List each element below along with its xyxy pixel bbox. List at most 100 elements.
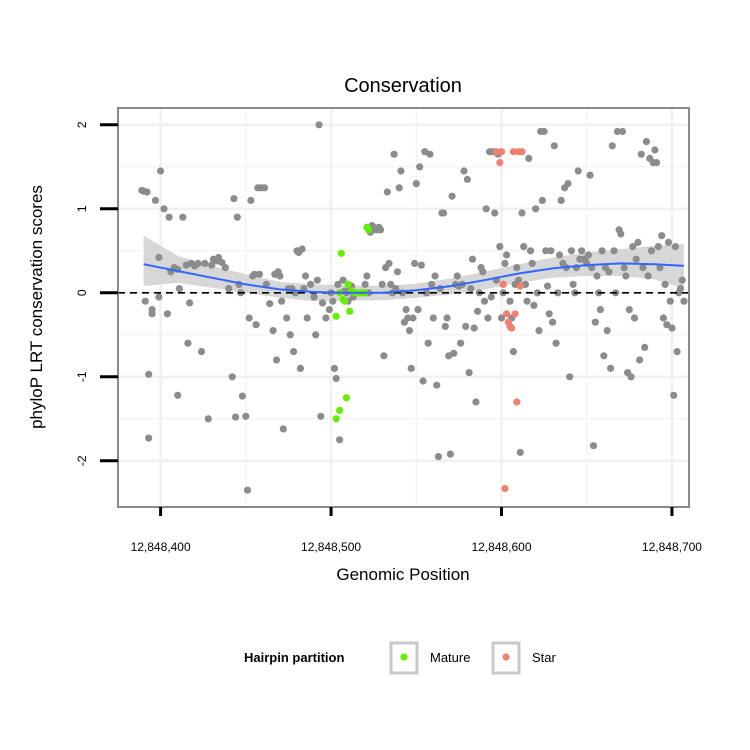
point-other	[554, 289, 562, 297]
point-other	[567, 247, 576, 255]
point-other	[453, 272, 461, 280]
point-other	[329, 297, 337, 305]
point-other	[450, 349, 458, 357]
point-other	[157, 167, 165, 175]
point-other	[407, 364, 415, 372]
point-other	[613, 127, 622, 136]
point-other	[155, 253, 163, 262]
point-other	[363, 272, 371, 280]
legend-label-mature: Mature	[430, 650, 470, 665]
point-other	[385, 259, 393, 267]
point-other	[412, 180, 420, 188]
point-other	[303, 314, 311, 322]
point-star	[513, 398, 521, 406]
point-mature	[342, 394, 350, 402]
point-other	[457, 339, 465, 347]
point-other	[462, 322, 470, 330]
point-other	[233, 213, 241, 221]
point-other	[639, 264, 647, 272]
point-other	[603, 327, 611, 335]
point-other	[290, 348, 298, 356]
point-other	[283, 314, 291, 322]
point-other	[659, 314, 668, 322]
point-other	[141, 297, 149, 305]
point-other	[440, 209, 448, 217]
point-other	[680, 297, 688, 305]
point-other	[380, 352, 388, 360]
point-other	[417, 261, 425, 269]
point-other	[586, 171, 594, 179]
point-other	[663, 321, 671, 329]
point-other	[654, 243, 662, 251]
smooth-trend-line	[143, 262, 684, 294]
point-other	[532, 205, 540, 213]
point-other	[376, 226, 385, 234]
point-other	[174, 391, 182, 399]
point-other	[671, 243, 680, 251]
point-other	[298, 245, 306, 253]
point-other	[416, 163, 424, 171]
point-other	[637, 150, 645, 158]
point-other	[555, 251, 564, 259]
point-mature	[337, 249, 345, 257]
point-other	[629, 243, 637, 251]
point-other	[591, 318, 599, 326]
point-other	[596, 306, 605, 314]
point-other	[545, 310, 553, 318]
point-other	[221, 264, 229, 272]
point-other	[468, 255, 477, 263]
point-other	[163, 310, 171, 318]
point-other	[540, 127, 548, 136]
point-other	[569, 280, 577, 288]
point-other	[516, 448, 524, 456]
point-other	[479, 268, 487, 276]
point-other	[395, 184, 403, 192]
legend: Hairpin partition Mature Star	[244, 641, 557, 675]
point-other	[642, 138, 651, 146]
legend-key-mature	[389, 641, 419, 675]
point-other	[644, 272, 652, 280]
point-other	[533, 289, 541, 297]
legend-title: Hairpin partition	[244, 650, 344, 665]
point-other	[145, 370, 153, 378]
point-other	[414, 306, 422, 314]
point-other	[228, 373, 236, 381]
point-star	[516, 282, 524, 290]
point-other	[411, 259, 419, 267]
point-other	[197, 348, 206, 356]
point-other	[409, 314, 417, 322]
point-other	[584, 251, 593, 259]
point-other	[201, 259, 209, 267]
point-other	[673, 348, 681, 356]
point-other	[332, 374, 340, 383]
point-star	[518, 148, 526, 156]
point-other	[143, 188, 151, 196]
x-tick-label: 12,848,400	[131, 540, 191, 554]
y-tick-label: -1	[75, 371, 89, 382]
point-other	[330, 364, 339, 372]
point-other	[339, 276, 347, 284]
point-other	[301, 272, 310, 280]
point-other	[664, 238, 673, 246]
point-other	[419, 377, 427, 385]
point-other	[460, 167, 468, 175]
point-star	[503, 310, 511, 318]
point-other	[678, 276, 686, 284]
point-mature	[346, 307, 354, 315]
x-tick-label: 12,848,700	[642, 540, 702, 554]
point-other	[243, 486, 252, 494]
point-other	[296, 364, 304, 372]
point-star	[508, 324, 516, 332]
point-other	[513, 264, 521, 272]
point-other	[215, 253, 223, 262]
point-other	[393, 268, 402, 276]
point-other	[610, 247, 618, 255]
point-other	[625, 306, 633, 314]
point-other	[618, 127, 627, 136]
point-other	[482, 205, 490, 213]
point-other	[630, 314, 639, 322]
point-other	[175, 285, 183, 293]
point-other	[361, 280, 369, 288]
point-other	[238, 392, 246, 400]
point-other	[589, 442, 598, 450]
